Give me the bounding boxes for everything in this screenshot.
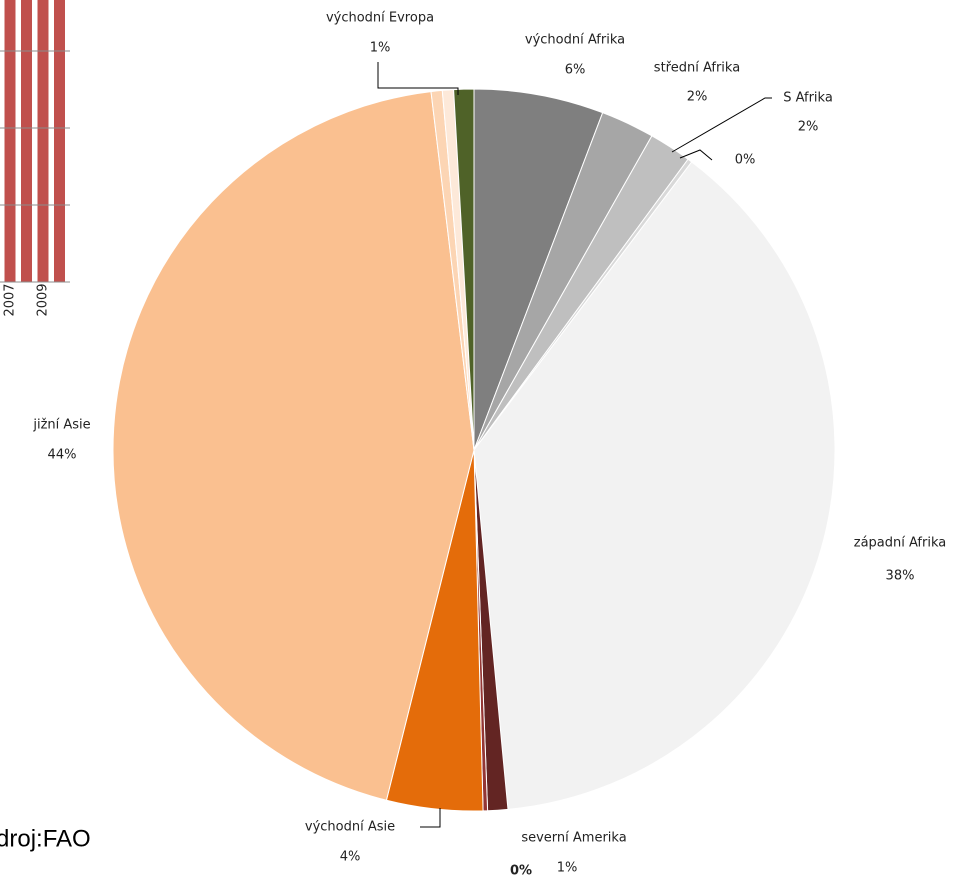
pie-slice xyxy=(473,88,604,451)
slice-label: střední Afrika xyxy=(654,61,740,76)
value-label: 44% xyxy=(48,448,77,463)
pie-slice xyxy=(112,91,475,801)
slice-label: západní Afrika xyxy=(854,536,946,551)
slice-label: východní Evropa xyxy=(326,11,434,26)
value-label: 2% xyxy=(798,120,819,135)
value-label: 1% xyxy=(370,41,391,56)
source: droj:FAO xyxy=(0,825,91,852)
value-label: 4% xyxy=(340,850,361,865)
bar-chart-fragment xyxy=(0,0,70,283)
slice-label: jižní Asie xyxy=(32,418,90,433)
value-label: 1% xyxy=(557,861,578,876)
slice-label: východní Asie xyxy=(305,820,395,835)
leader-lines xyxy=(377,62,772,828)
pie-slice xyxy=(473,161,836,810)
bar xyxy=(37,0,49,282)
slice-label: severní Amerika xyxy=(521,831,626,846)
pie-chart xyxy=(112,88,836,812)
value-label: 2% xyxy=(687,90,708,105)
slice-label: S Afrika xyxy=(783,91,833,106)
value-label: 0% xyxy=(735,153,756,168)
value-label: 6% xyxy=(565,63,586,78)
x-tick-label: 2007 xyxy=(3,283,18,316)
bar xyxy=(21,0,32,282)
value-label: 0% xyxy=(510,864,532,879)
slice-label: východní Afrika xyxy=(525,33,625,48)
bar xyxy=(4,0,16,282)
bar xyxy=(54,0,65,282)
pie-slice xyxy=(453,88,475,451)
x-tick-label: 2009 xyxy=(36,283,51,316)
value-label: 38% xyxy=(886,569,915,584)
